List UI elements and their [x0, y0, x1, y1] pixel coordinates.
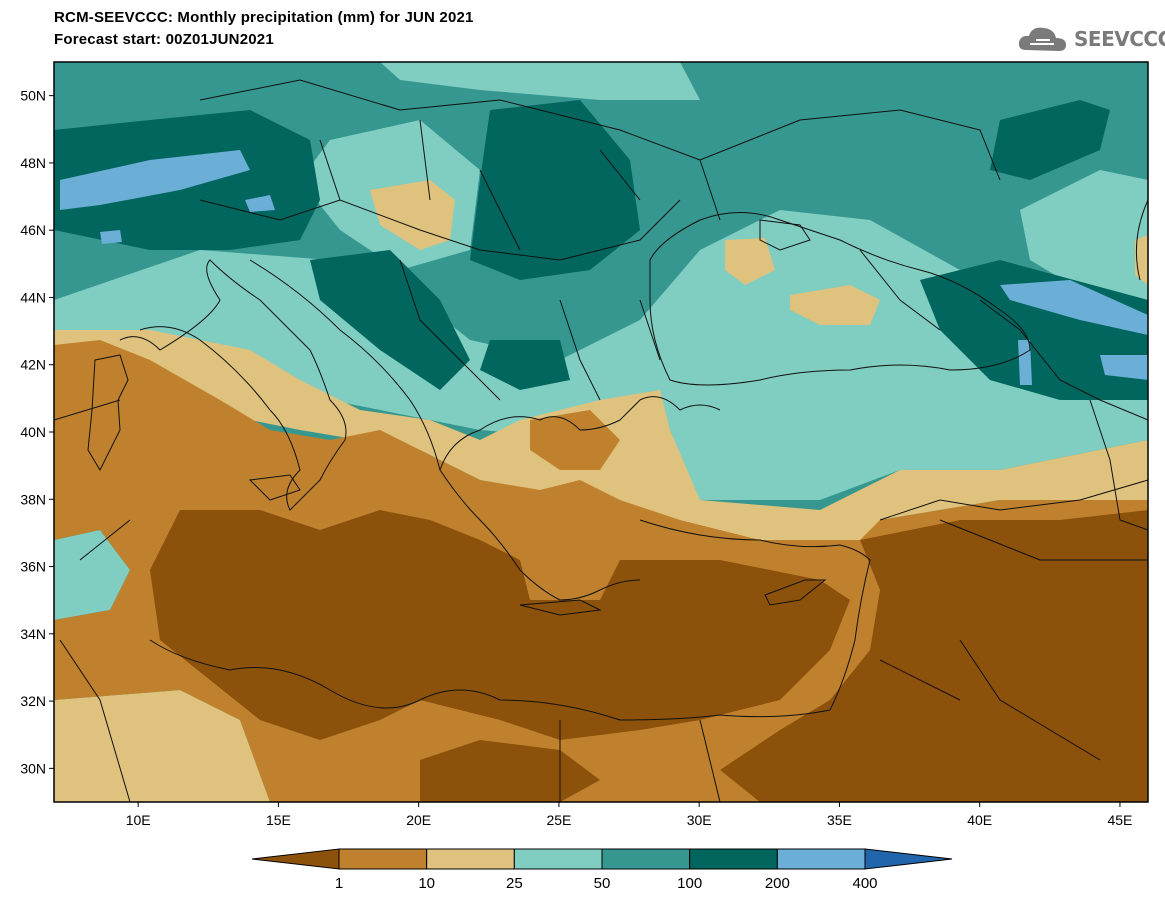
field-zone — [480, 340, 570, 390]
colorbar-max-arrow — [864, 848, 953, 870]
field-zone — [370, 180, 455, 250]
field-zone — [1020, 170, 1148, 300]
precipitation-field — [54, 62, 1148, 802]
field-zone — [380, 62, 700, 100]
lon-tick-label: 25E — [546, 812, 571, 828]
lon-tick-label: 30E — [687, 812, 712, 828]
field-zone — [100, 230, 122, 244]
lon-tick-label: 35E — [827, 812, 852, 828]
lon-tick-label: 10E — [126, 812, 151, 828]
lat-tick-label: 32N — [20, 693, 46, 709]
longitude-axis: 10E 15E 20E 25E 30E 35E 40E 45E — [126, 802, 1132, 828]
lat-tick-label: 36N — [20, 559, 46, 575]
lat-tick-label: 40N — [20, 424, 46, 440]
forecast-start-subtitle: Forecast start: 00Z01JUN2021 — [54, 31, 274, 48]
colorbar-swatch — [776, 848, 866, 870]
field-zone — [1100, 355, 1148, 380]
field-zone — [54, 690, 270, 802]
field-zone — [530, 410, 620, 470]
field-zone — [720, 510, 1148, 802]
lon-tick-label: 15E — [266, 812, 291, 828]
colorbar-level-label: 200 — [765, 875, 790, 892]
lon-tick-label: 45E — [1107, 812, 1132, 828]
latitude-axis: 50N 48N 46N 44N 42N 40N 38N 36N 34N 32N 30N — [20, 88, 54, 776]
colorbar-level-label: 10 — [418, 875, 435, 892]
colorbar-level-label: 25 — [506, 875, 523, 892]
colorbar-swatch — [601, 848, 691, 870]
colorbar-legend: 1 10 25 50 100 200 400 — [251, 848, 953, 892]
lat-tick-label: 48N — [20, 155, 46, 171]
colorbar-min-arrow — [251, 848, 340, 870]
field-zone — [150, 510, 850, 740]
lat-tick-label: 42N — [20, 357, 46, 373]
field-zone — [990, 100, 1110, 180]
lat-tick-label: 30N — [20, 760, 46, 776]
colorbar-swatch — [689, 848, 778, 870]
lat-tick-label: 44N — [20, 289, 46, 305]
field-zone — [1000, 280, 1148, 335]
lat-tick-label: 46N — [20, 222, 46, 238]
field-zone — [310, 250, 470, 390]
field-zone — [420, 740, 600, 802]
colorbar-swatch — [338, 848, 428, 870]
lat-tick-label: 38N — [20, 491, 46, 507]
coastlines-and-borders — [54, 79, 1148, 802]
field-zone — [725, 238, 775, 285]
field-zone — [60, 150, 250, 210]
lat-tick-label: 34N — [20, 626, 46, 642]
map-title: RCM-SEEVCCC: Monthly precipitation (mm) … — [54, 9, 474, 26]
lon-tick-label: 20E — [406, 812, 431, 828]
lon-tick-label: 40E — [967, 812, 992, 828]
colorbar-level-label: 400 — [852, 875, 877, 892]
field-zone — [54, 530, 130, 620]
cloud-logo-icon — [1018, 27, 1066, 51]
lat-tick-label: 50N — [20, 88, 46, 104]
colorbar-level-label: 1 — [335, 875, 343, 892]
seevccc-logo-text: SEEVCCC — [1074, 27, 1165, 51]
colorbar-swatch — [426, 848, 515, 870]
colorbar-swatch — [513, 848, 603, 870]
colorbar-level-label: 100 — [677, 875, 702, 892]
colorbar-level-label: 50 — [594, 875, 611, 892]
field-zone — [245, 195, 275, 212]
field-zone — [790, 285, 880, 325]
